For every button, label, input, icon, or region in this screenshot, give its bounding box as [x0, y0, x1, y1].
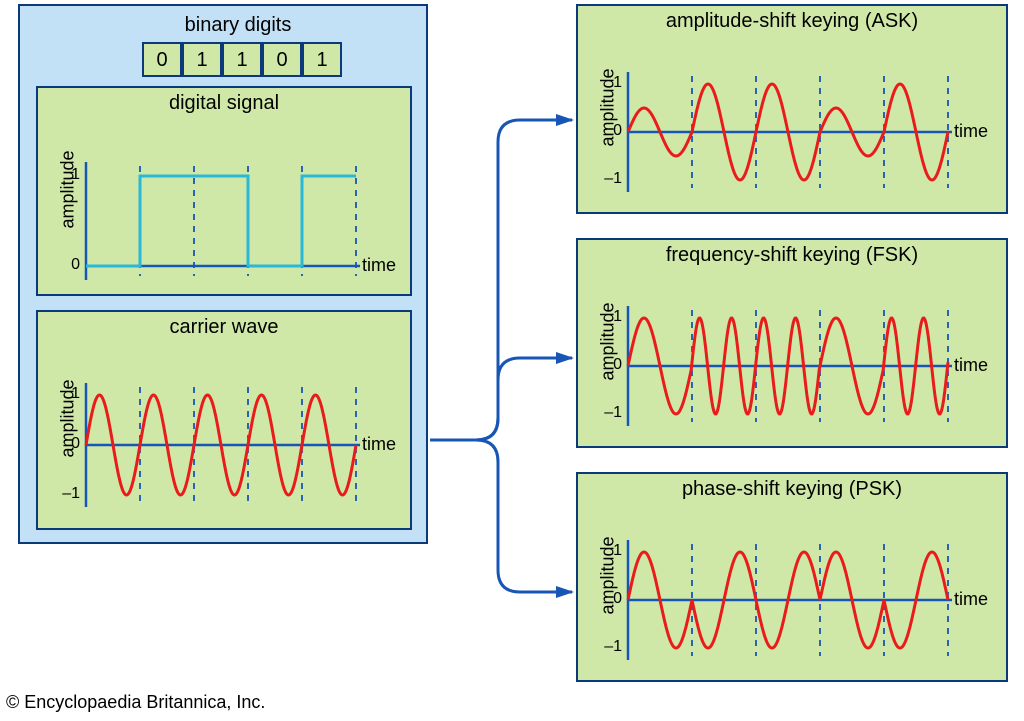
psk_panel-svg: [576, 472, 1008, 682]
ask_panel-ytick: –1: [600, 170, 622, 188]
bit-cell: 0: [262, 42, 302, 77]
bit-cell: 1: [302, 42, 342, 77]
carrier_panel-ytick: 0: [58, 435, 80, 453]
diagram-canvas: binary digits01101digital signalamplitud…: [0, 0, 1024, 721]
carrier_panel-ytick: 1: [58, 385, 80, 403]
carrier_panel-svg: [36, 310, 412, 530]
carrier_panel-ytick: –1: [58, 485, 80, 503]
fsk_panel-ytick: 1: [600, 308, 622, 326]
psk_panel-ytick: 1: [600, 542, 622, 560]
digital_panel-ytick: 1: [58, 166, 80, 184]
bit-cell: 1: [182, 42, 222, 77]
bit-cell: 0: [142, 42, 182, 77]
bit-cell: 1: [222, 42, 262, 77]
fsk_panel-svg: [576, 238, 1008, 448]
credit: © Encyclopaedia Britannica, Inc.: [6, 692, 265, 713]
ask_panel-ytick: 1: [600, 74, 622, 92]
psk_panel-ytick: 0: [600, 590, 622, 608]
psk_panel-ytick: –1: [600, 638, 622, 656]
ask_panel-svg: [576, 4, 1008, 214]
binary-title: binary digits: [138, 14, 338, 37]
ask_panel-ytick: 0: [600, 122, 622, 140]
fsk_panel-ytick: 0: [600, 356, 622, 374]
fsk_panel-ytick: –1: [600, 404, 622, 422]
digital_panel-svg: [36, 86, 412, 296]
digital_panel-ytick: 0: [58, 256, 80, 274]
